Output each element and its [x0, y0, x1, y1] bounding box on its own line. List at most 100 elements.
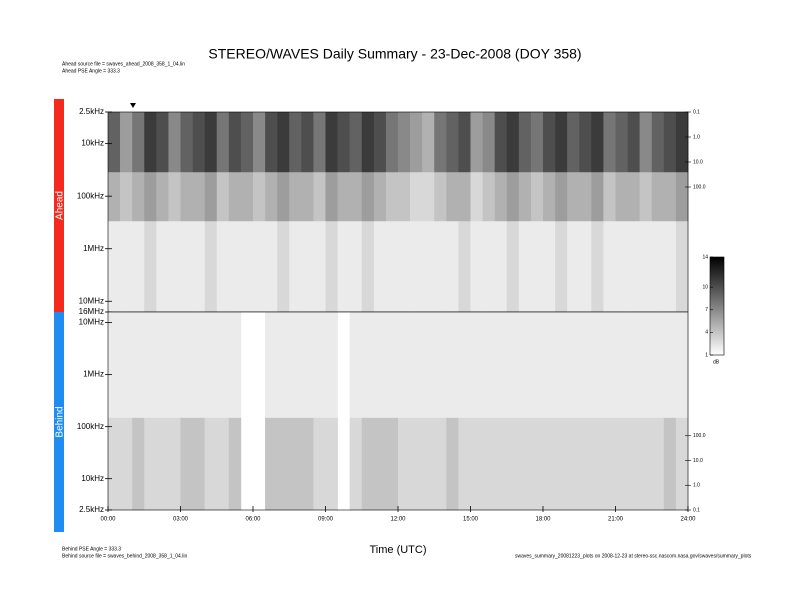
heat-cell [458, 417, 471, 511]
heat-cell [567, 172, 580, 222]
heat-cell [168, 112, 181, 173]
heat-cell [265, 417, 278, 511]
heat-cell [567, 112, 580, 173]
heat-cell [518, 312, 532, 418]
heat-cell [506, 172, 520, 222]
y2-tick-label: 0.1 [693, 109, 700, 115]
heat-cell [265, 312, 278, 418]
footer-line: Behind source file = swaves_behind_2008_… [62, 553, 187, 559]
heat-cell [253, 172, 266, 222]
heat-cell [639, 221, 653, 313]
heat-cell [204, 417, 218, 511]
y-tick-label: 2.5kHz [79, 505, 104, 514]
heat-cell [615, 172, 628, 222]
heat-cell [675, 221, 689, 313]
heat-cell [663, 112, 677, 173]
heat-cell [373, 312, 387, 418]
heat-cell [567, 221, 580, 313]
heat-cell [228, 221, 242, 313]
heat-cell [410, 312, 423, 418]
x-tick-label: 09:00 [318, 517, 334, 523]
colorbar-tick-label: 10 [702, 284, 708, 290]
heat-cell [361, 221, 375, 313]
heat-cell [192, 172, 205, 222]
heat-cell [591, 172, 604, 222]
heat-cell [132, 172, 145, 222]
heat-cell [603, 417, 616, 511]
heat-cell [422, 221, 435, 313]
footer-line: Behind PSE Angle = 333.3 [62, 546, 121, 552]
heat-cell [518, 112, 532, 173]
heat-cell [530, 172, 544, 222]
heat-cell [120, 221, 133, 313]
heat-cell [543, 172, 556, 222]
y2-tick-label: 10.0 [693, 159, 703, 165]
heat-cell [603, 221, 616, 313]
heat-cell [204, 172, 218, 222]
heat-cell [349, 172, 363, 222]
y-tick-label: 16MHz [79, 307, 104, 316]
heat-cell [470, 417, 483, 511]
heat-cell [627, 417, 640, 511]
heat-cell [192, 417, 205, 511]
heat-cell [651, 417, 665, 511]
colorbar-tick-label: 14 [702, 254, 708, 260]
heat-cell [277, 312, 290, 418]
heat-cell [398, 112, 411, 173]
heat-cell [627, 221, 640, 313]
heat-cell [325, 112, 338, 173]
heat-cell [615, 221, 628, 313]
heat-cell [120, 112, 133, 173]
heat-cell [361, 172, 375, 222]
heat-cell [603, 312, 616, 418]
heat-cell [313, 172, 326, 222]
x-tick-label: 03:00 [173, 517, 189, 523]
heat-cell [434, 312, 447, 418]
y-tick-label: 10MHz [79, 318, 104, 327]
heat-cell [216, 172, 230, 222]
heat-cell [325, 417, 338, 511]
heat-cell [591, 417, 604, 511]
heat-cell [434, 112, 447, 173]
heat-cell [144, 417, 157, 511]
heat-cell [373, 417, 387, 511]
heat-cell [168, 221, 181, 313]
heat-cell [506, 112, 520, 173]
heat-cell [639, 112, 653, 173]
heat-cell [543, 221, 556, 313]
heat-cell [265, 221, 278, 313]
x-tick-label: 24:00 [680, 517, 696, 523]
heat-cell [204, 312, 218, 418]
heat-cell [518, 172, 532, 222]
heat-cell [446, 112, 459, 173]
heat-cell [555, 221, 568, 313]
heat-cell [216, 312, 230, 418]
heat-cell [289, 417, 302, 511]
heat-cell [579, 221, 592, 313]
heat-cell [398, 172, 411, 222]
title: STEREO/WAVES Daily Summary - 23-Dec-2008… [208, 46, 581, 62]
colorbar-tick-label: 1 [705, 352, 708, 358]
panel-frame [107, 311, 689, 511]
heat-cell [301, 172, 314, 222]
heat-cell [289, 112, 302, 173]
x-tick-label: 21:00 [608, 517, 624, 523]
heat-cell [651, 172, 665, 222]
y2-tick-label: 100.0 [693, 184, 706, 190]
heat-cell [120, 417, 133, 511]
heat-cell [663, 221, 677, 313]
heat-cell [603, 112, 616, 173]
heat-cell [228, 417, 242, 511]
heat-cell [289, 172, 302, 222]
heat-cell [265, 172, 278, 222]
colorbar-tick-label: 4 [705, 330, 708, 336]
header-line: Ahead PSE Angle = 333.3 [62, 68, 120, 74]
heat-cell [180, 221, 193, 313]
heat-cell [349, 221, 363, 313]
heat-cell [277, 112, 290, 173]
heat-cell [639, 172, 653, 222]
heat-cell [555, 172, 568, 222]
y2-tick-label: 10.0 [693, 458, 703, 464]
heat-cell [482, 417, 495, 511]
heat-cell [325, 312, 338, 418]
